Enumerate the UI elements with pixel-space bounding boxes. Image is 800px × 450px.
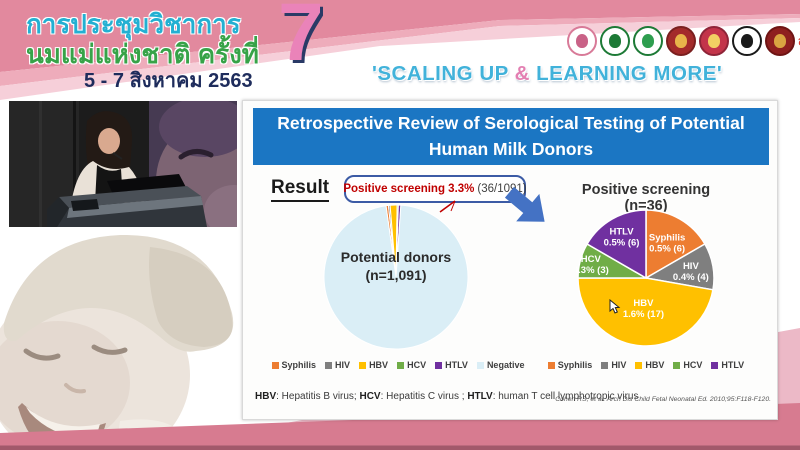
ministry-public-health-logo xyxy=(600,26,630,56)
legend-swatch-hiv xyxy=(601,361,609,369)
callout-pointer-line xyxy=(439,200,456,213)
pie-label-hbv: HBV 1.6% (17) xyxy=(623,298,664,320)
legend-label: Syphilis xyxy=(281,360,317,370)
legend-swatch-hcv xyxy=(673,361,681,369)
baby-watermark-image xyxy=(0,234,234,450)
slogan-ampersand: & xyxy=(514,62,530,85)
pediatric-society-logo xyxy=(765,26,795,56)
legend-label: HBV xyxy=(369,360,389,370)
legend-label: HIV xyxy=(335,360,351,370)
thai-health-promotion-logo: สสส xyxy=(798,28,800,54)
positive-screening-pie-chart: Syphilis 0.5% (6) HIV 0.4% (4) HBV 1.6% (17) H… xyxy=(576,208,716,348)
legend-swatch-hiv xyxy=(325,361,333,369)
legend-item-hiv: HIV xyxy=(325,360,350,370)
department-of-health-logo-glyph xyxy=(642,34,654,48)
sponsor-logo-row: สสส xyxy=(567,26,800,56)
department-of-health-logo xyxy=(633,26,663,56)
pie-label-htlv: HTLV 0.5% (6) xyxy=(604,227,640,249)
legend-item-syphilis: Syphilis xyxy=(547,360,593,370)
positive-screening-callout: Positive screening 3.3% (36/1091) xyxy=(343,175,527,203)
pie-slice-htlv xyxy=(586,209,647,280)
legend-swatch-syphilis xyxy=(271,361,279,369)
header-banner-background xyxy=(0,0,800,100)
royal-college-crest-logo-glyph xyxy=(708,34,720,48)
slide-title: Retrospective Review of Serological Test… xyxy=(277,113,745,159)
abbreviation-footnote: HBV: Hepatitis B virus; HCV: Hepatitis C… xyxy=(255,391,639,402)
ministry-public-health-logo-glyph xyxy=(609,34,621,48)
pie-slice-hbv xyxy=(577,277,714,347)
presenter-video-scene xyxy=(9,101,237,227)
breastfeeding-foundation-logo xyxy=(567,26,597,56)
legend-item-hbv: HBV xyxy=(359,360,388,370)
legend-label: HTLV xyxy=(721,360,745,370)
right-pie-legend: Syphilis HIV HBV HCV HTLV xyxy=(547,360,744,370)
conference-title-line1: การประชุมวิชาการ xyxy=(26,9,241,39)
legend-label: HCV xyxy=(683,360,703,370)
podium xyxy=(47,186,207,227)
pie-label-hiv: HIV 0.4% (4) xyxy=(673,261,709,283)
university-seal-logo-glyph xyxy=(741,34,753,48)
legend-label: HBV xyxy=(645,360,665,370)
legend-swatch-htlv xyxy=(711,361,719,369)
breastfeeding-foundation-logo-glyph xyxy=(576,34,588,48)
legend-item-hcv: HCV xyxy=(673,360,702,370)
left-pie-legend: Syphilis HIV HBV HCV HTLV Negative xyxy=(271,360,525,370)
legend-label: Syphilis xyxy=(557,360,593,370)
slogan-part1: 'SCALING UP xyxy=(372,62,515,85)
result-heading: Result xyxy=(271,177,330,202)
pie-slice-negative xyxy=(323,204,469,350)
legend-swatch-hcv xyxy=(397,361,405,369)
legend-item-htlv: HTLV xyxy=(711,360,744,370)
slide-title-bar: Retrospective Review of Serological Test… xyxy=(253,108,769,165)
presenter-video-feed xyxy=(9,101,237,227)
royal-emblem-logo xyxy=(666,26,696,56)
legend-item-negative: Negative xyxy=(476,360,525,370)
legend-label: HCV xyxy=(407,360,427,370)
pie-label-hcv: HCV 0.3% (3) xyxy=(576,254,609,276)
legend-swatch-negative xyxy=(476,361,484,369)
pie-label-syphilis: Syphilis 0.5% (6) xyxy=(649,232,685,254)
legend-item-hcv: HCV xyxy=(397,360,426,370)
legend-swatch-htlv xyxy=(435,361,443,369)
slogan-part2: LEARNING MORE' xyxy=(529,62,723,85)
legend-item-hiv: HIV xyxy=(601,360,626,370)
legend-swatch-hbv xyxy=(359,361,367,369)
legend-swatch-hbv xyxy=(635,361,643,369)
positive-screening-title: Positive screening (n=36) xyxy=(581,182,711,214)
edition-number: 7 xyxy=(278,0,324,78)
blue-arrow-icon xyxy=(504,186,545,222)
legend-label: Negative xyxy=(486,360,525,370)
mouse-cursor-icon xyxy=(609,299,621,314)
potential-donors-pie-chart: Potential donors (n=1,091) xyxy=(322,203,470,351)
royal-college-crest-logo xyxy=(699,26,729,56)
reference-citation: Cohen RS, et al. Arch Dis Child Fetal Ne… xyxy=(555,396,771,403)
pediatric-society-logo-glyph xyxy=(774,34,786,48)
legend-item-syphilis: Syphilis xyxy=(271,360,317,370)
legend-label: HIV xyxy=(611,360,627,370)
presentation-slide: Retrospective Review of Serological Test… xyxy=(242,100,778,420)
conference-slogan: 'SCALING UP & LEARNING MORE' xyxy=(372,62,722,86)
callout-highlight: Positive screening 3.3% xyxy=(343,183,475,195)
legend-swatch-syphilis xyxy=(547,361,555,369)
legend-item-hbv: HBV xyxy=(635,360,664,370)
royal-emblem-logo-glyph xyxy=(675,34,687,48)
conference-title-line2: นมแม่แห่งชาติ ครั้งที่ xyxy=(26,39,259,69)
university-seal-logo xyxy=(732,26,762,56)
pie-slice-syphilis xyxy=(645,209,706,280)
legend-item-htlv: HTLV xyxy=(435,360,468,370)
conference-dates: 5 - 7 สิงหาคม 2563 xyxy=(84,70,253,92)
legend-label: HTLV xyxy=(445,360,468,370)
potential-donors-label: Potential donors (n=1,091) xyxy=(340,249,452,283)
